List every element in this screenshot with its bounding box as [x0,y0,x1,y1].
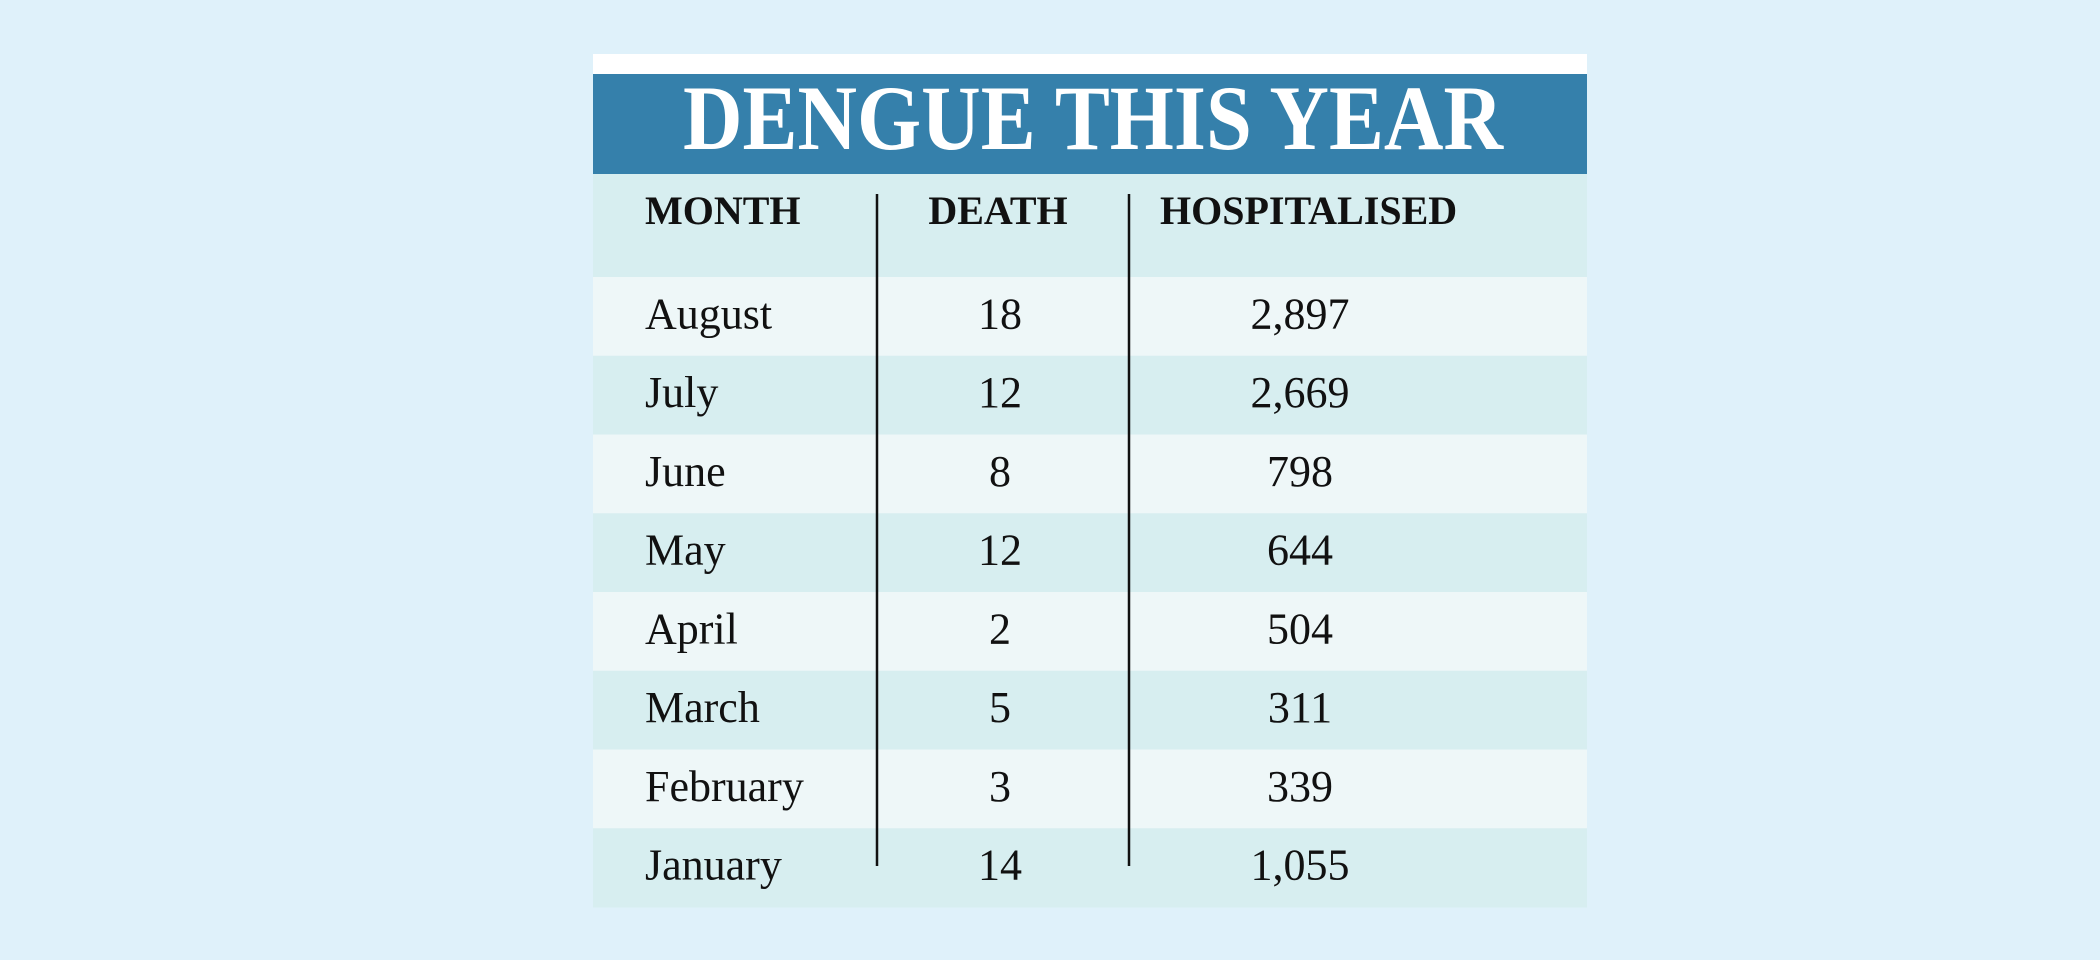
table-row [593,277,1587,357]
table-cell: 798 [1267,447,1333,496]
table-cell: 5 [989,683,1011,732]
table-cell: 8 [989,447,1011,496]
table-cell: 644 [1267,526,1333,575]
title-band [593,74,1587,174]
table-header: MONTH DEATH HOSPITALISED [645,188,1457,233]
table-cell: April [645,604,738,653]
table-cell: 311 [1268,683,1332,732]
table-cell: 12 [978,368,1022,417]
table-cell: 2,897 [1251,289,1350,338]
table-row [593,670,1587,750]
table-cell: 3 [989,762,1011,811]
table-cell: January [645,841,782,890]
table-cell: August [645,289,772,338]
table-cell: 504 [1267,604,1333,653]
table-cell: February [645,762,804,811]
table-cell: 2 [989,604,1011,653]
table-cell: 18 [978,289,1022,338]
table-cell: 14 [978,841,1022,890]
table-row [593,355,1587,435]
table-row [593,749,1587,829]
table-row [593,513,1587,593]
column-header: HOSPITALISED [1160,188,1457,233]
table-cell: June [645,447,726,496]
table-row [593,828,1587,908]
table-row [593,592,1587,672]
table-cell: March [645,683,760,732]
table-cell: May [645,526,726,575]
table-cell: 2,669 [1251,368,1350,417]
table-cell: 1,055 [1251,841,1350,890]
top-strip [593,54,1587,74]
table-cell: 12 [978,526,1022,575]
column-header: MONTH [645,188,801,233]
table-row [593,434,1587,514]
table-cell: 339 [1267,762,1333,811]
table-cell: July [645,368,718,417]
table-body: August 18 2,897 July 12 2,669 June 8 798 May 12 644… [593,277,1587,908]
column-header: DEATH [928,188,1067,233]
title: DENGUE THIS YEAR [683,67,1504,169]
